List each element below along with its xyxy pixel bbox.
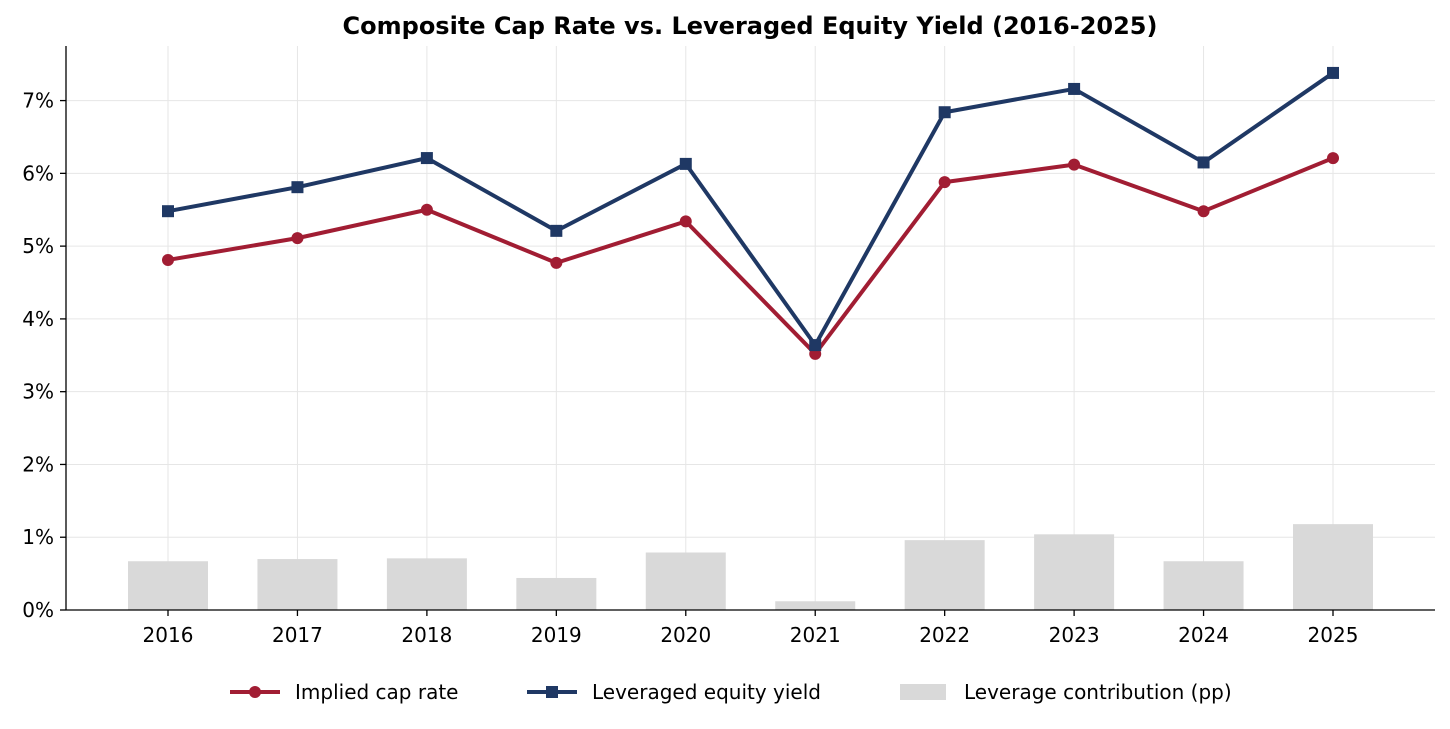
legend-marker (546, 686, 558, 698)
y-tick-label: 1% (22, 525, 54, 549)
series-line (166, 156, 1335, 356)
axes-layer (65, 46, 1435, 611)
ticks-layer: 0% 1% 2% 3% 4% 5% 6% 7% 2016 2017 2018 2019 2020 2021… (22, 89, 1358, 647)
y-tick-label: 3% (22, 380, 54, 404)
data-point (1197, 156, 1210, 169)
data-point (162, 253, 174, 266)
data-point (1068, 82, 1081, 95)
data-point (1327, 152, 1339, 165)
x-tick-label: 2021 (790, 623, 841, 647)
legend-marker (249, 686, 261, 698)
data-point (420, 152, 433, 165)
x-tick-label: 2023 (1049, 623, 1100, 647)
bar (775, 601, 856, 610)
x-tick-label: 2019 (531, 623, 582, 647)
y-tick-label: 2% (22, 452, 54, 476)
x-tick-label: 2016 (143, 623, 194, 647)
legend-item: Leveraged equity yield (527, 680, 821, 704)
x-tick-label: 2020 (660, 623, 711, 647)
data-point (420, 203, 433, 216)
chart-title: Composite Cap Rate vs. Leveraged Equity … (343, 12, 1158, 40)
bar (904, 540, 985, 610)
legend-label: Implied cap rate (295, 680, 458, 704)
data-point (550, 224, 563, 237)
data-point (291, 232, 304, 245)
legend-swatch (900, 684, 946, 700)
data-point (1197, 205, 1210, 218)
y-tick-label: 5% (22, 234, 54, 258)
bar (386, 558, 467, 610)
legend: Implied cap rate Leveraged equity yield Le… (230, 680, 1232, 704)
series-line (166, 70, 1335, 348)
legend-item: Implied cap rate (230, 680, 458, 704)
grid-layer (66, 46, 1435, 610)
y-tick-label: 4% (22, 307, 54, 331)
bar (1034, 534, 1115, 610)
data-point (1327, 66, 1339, 79)
legend-item: Leverage contribution (pp) (900, 680, 1232, 704)
x-tick-label: 2025 (1308, 623, 1359, 647)
legend-label: Leveraged equity yield (592, 680, 821, 704)
bars-layer (128, 524, 1373, 610)
x-tick-label: 2017 (272, 623, 323, 647)
data-point (809, 339, 822, 352)
data-point (291, 181, 304, 194)
data-point (162, 205, 174, 218)
data-point (1068, 158, 1081, 171)
bar (645, 552, 726, 610)
x-tick-label: 2018 (401, 623, 452, 647)
x-tick-label: 2024 (1178, 623, 1229, 647)
bar (516, 577, 597, 610)
lines-layer (162, 66, 1339, 360)
y-tick-label: 7% (22, 89, 54, 113)
data-point (550, 256, 563, 269)
data-point (938, 176, 951, 189)
y-tick-label: 0% (22, 598, 54, 622)
data-point (938, 106, 951, 119)
bar (1163, 561, 1244, 610)
x-tick-label: 2022 (919, 623, 970, 647)
bar (257, 559, 338, 610)
bar (128, 561, 208, 610)
y-tick-label: 6% (22, 161, 54, 185)
bar (1293, 524, 1373, 610)
data-point (679, 157, 692, 170)
legend-label: Leverage contribution (pp) (964, 680, 1232, 704)
data-point (679, 215, 692, 228)
